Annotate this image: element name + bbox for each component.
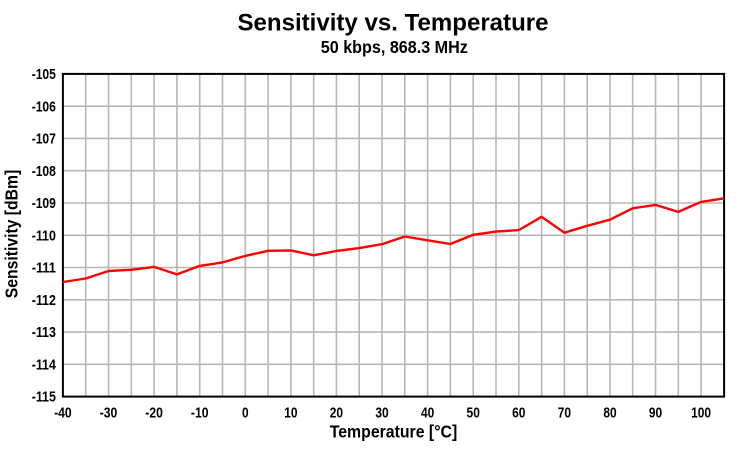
svg-text:80: 80 — [603, 406, 616, 422]
svg-text:-115: -115 — [32, 390, 56, 406]
svg-text:-110: -110 — [32, 228, 56, 244]
svg-text:-109: -109 — [32, 196, 56, 212]
svg-text:70: 70 — [558, 406, 571, 422]
svg-text:20: 20 — [330, 406, 343, 422]
svg-text:-106: -106 — [32, 99, 56, 115]
svg-text:90: 90 — [649, 406, 662, 422]
svg-text:100: 100 — [691, 406, 711, 422]
svg-text:-113: -113 — [32, 325, 56, 341]
svg-text:60: 60 — [512, 406, 525, 422]
svg-text:-40: -40 — [54, 406, 72, 422]
svg-text:Sensitivity [dBm]: Sensitivity [dBm] — [2, 170, 22, 299]
svg-text:-30: -30 — [100, 406, 118, 422]
svg-text:0: 0 — [242, 406, 249, 422]
svg-text:40: 40 — [421, 406, 434, 422]
svg-text:Sensitivity vs. Temperature: Sensitivity vs. Temperature — [238, 10, 549, 37]
svg-text:-105: -105 — [32, 67, 56, 83]
svg-text:50 kbps, 868.3 MHz: 50 kbps, 868.3 MHz — [321, 37, 468, 57]
svg-text:-108: -108 — [32, 164, 56, 180]
svg-text:-112: -112 — [32, 293, 56, 309]
svg-text:-10: -10 — [191, 406, 209, 422]
svg-text:-114: -114 — [32, 357, 56, 373]
svg-text:50: 50 — [467, 406, 480, 422]
svg-text:-111: -111 — [32, 261, 56, 277]
svg-text:Temperature [°C]: Temperature [°C] — [330, 421, 458, 441]
svg-text:-20: -20 — [145, 406, 163, 422]
svg-text:10: 10 — [284, 406, 297, 422]
svg-text:30: 30 — [375, 406, 388, 422]
svg-text:-107: -107 — [32, 132, 56, 148]
